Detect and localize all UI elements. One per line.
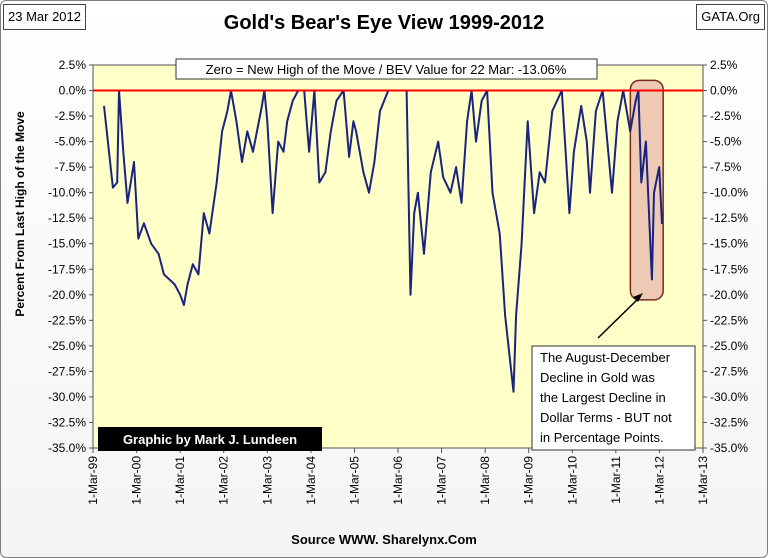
credit-box: [98, 427, 322, 451]
x-tick-label: 1-Mar-03: [260, 456, 274, 505]
y-tick-label-left: -15.0%: [48, 237, 86, 251]
callout-arrowhead: [633, 293, 643, 302]
top-annotation-box: [175, 58, 598, 80]
y-tick-label-right: -2.5%: [710, 109, 742, 123]
y-tick-layer: 2.5% 2.5% 0.0% 0.0% -2.5% -2.5% -5.0% -5.0% -7.5…: [48, 58, 748, 455]
x-tick-label: 1-Mar-99: [86, 456, 100, 505]
y-tick-label-left: 0.0%: [59, 84, 87, 98]
highlight-layer: [629, 79, 664, 301]
x-tick-label: 1-Mar-10: [565, 456, 579, 505]
y-tick-label-left: 2.5%: [59, 58, 87, 72]
y-tick-label-right: -5.0%: [710, 135, 742, 149]
x-tick-label: 1-Mar-01: [173, 456, 187, 505]
y-tick-label-left: -30.0%: [48, 390, 86, 404]
highlight-region: [629, 79, 664, 301]
callout-line-4: Dollar Terms - BUT not: [540, 410, 672, 425]
y-tick-label-right: -25.0%: [710, 339, 748, 353]
date-label: 23 Mar 2012: [3, 4, 86, 30]
x-tick-label: 1-Mar-06: [391, 456, 405, 505]
callout-line-5: in Percentage Points.: [540, 430, 664, 445]
y-tick-label-right: -35.0%: [710, 441, 748, 455]
callout-line-2: Decline in Gold was: [540, 370, 655, 385]
x-tick-label: 1-Mar-08: [478, 456, 492, 505]
annotation-layer: Zero = New High of the Move / BEV Value …: [98, 58, 696, 451]
top-annotation-text: Zero = New High of the Move / BEV Value …: [206, 62, 567, 77]
y-tick-label-right: -7.5%: [710, 160, 742, 174]
y-tick-label-right: -27.5%: [710, 364, 748, 378]
y-tick-label-right: 2.5%: [710, 58, 738, 72]
x-axis-label: Source WWW. Sharelynx.Com: [291, 532, 477, 547]
y-tick-label-right: -12.5%: [710, 211, 748, 225]
x-tick-label: 1-Mar-02: [217, 456, 231, 505]
x-tick-label: 1-Mar-11: [609, 456, 623, 504]
x-tick-label: 1-Mar-13: [696, 456, 710, 505]
y-tick-label-left: -7.5%: [55, 160, 87, 174]
callout-arrow: [597, 296, 641, 339]
source-site-label: GATA.Org: [696, 4, 765, 30]
y-tick-label-left: -27.5%: [48, 364, 86, 378]
y-tick-label-left: -12.5%: [48, 211, 86, 225]
y-tick-label-right: 0.0%: [710, 84, 738, 98]
y-tick-label-left: -10.0%: [48, 186, 86, 200]
y-tick-label-right: -32.5%: [710, 415, 748, 429]
callout-line-3: the Largest Decline in: [540, 390, 666, 405]
callout-text: The August-December Decline in Gold was …: [540, 350, 675, 445]
y-tick-label-left: -2.5%: [55, 109, 87, 123]
x-tick-label: 1-Mar-12: [652, 456, 666, 505]
credit-text: Graphic by Mark J. Lundeen: [123, 432, 297, 447]
callout-box: [531, 345, 696, 451]
y-tick-label-left: -17.5%: [48, 262, 86, 276]
callout-line-1: The August-December: [540, 350, 671, 365]
y-tick-label-left: -35.0%: [48, 441, 86, 455]
series-line-0: [103, 89, 663, 393]
y-tick-label-right: -10.0%: [710, 186, 748, 200]
y-tick-label-right: -15.0%: [710, 237, 748, 251]
y-tick-label-left: -5.0%: [55, 135, 87, 149]
x-tick-label: 1-Mar-00: [130, 456, 144, 505]
chart-title: Gold's Bear's Eye View 1999-2012: [223, 12, 545, 34]
x-tick-label: 1-Mar-09: [522, 456, 536, 505]
y-tick-label-left: -32.5%: [48, 415, 86, 429]
y-tick-label-right: -20.0%: [710, 288, 748, 302]
y-tick-label-right: -22.5%: [710, 313, 748, 327]
x-tick-layer: 1-Mar-99 1-Mar-00 1-Mar-01 1-Mar-02 1-Mar-03…: [86, 448, 710, 505]
x-tick-label: 1-Mar-05: [347, 456, 361, 505]
y-tick-label-left: -20.0%: [48, 288, 86, 302]
y-tick-label-right: -30.0%: [710, 390, 748, 404]
x-tick-label: 1-Mar-04: [304, 456, 318, 505]
series-layer: [103, 89, 663, 393]
y-tick-label-right: -17.5%: [710, 262, 748, 276]
y-tick-label-left: -22.5%: [48, 313, 86, 327]
x-tick-label: 1-Mar-07: [435, 456, 449, 505]
y-tick-label-left: -25.0%: [48, 339, 86, 353]
